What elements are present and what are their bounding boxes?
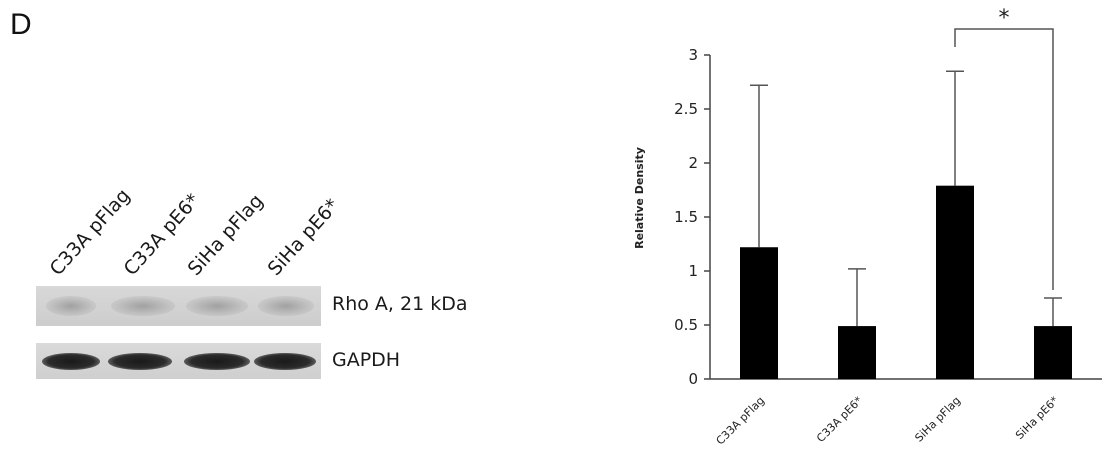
band [258, 296, 314, 316]
band [186, 296, 248, 316]
band [184, 353, 250, 370]
band [46, 296, 96, 316]
blot-label-rho-a: Rho A, 21 kDa [332, 293, 468, 315]
band [111, 296, 175, 316]
y-tick-label: 0 [688, 370, 698, 388]
x-tick-label: C33A pFlag [714, 394, 768, 448]
significance-bracket [954, 28, 1054, 290]
bar [936, 185, 974, 379]
panel-label: D [10, 8, 32, 41]
bar [740, 247, 778, 379]
x-tick-label: C33A pE6* [814, 394, 865, 445]
y-tick-label: 2.5 [674, 100, 698, 118]
blot-label-gapdh: GAPDH [332, 349, 401, 371]
y-tick-label: 3 [688, 46, 698, 64]
y-tick-label: 2 [688, 154, 698, 172]
bar [1034, 326, 1072, 379]
x-tick-label: SiHa pFlag [912, 394, 963, 445]
band [108, 353, 172, 370]
bar [838, 326, 876, 379]
blot-rho-a [36, 286, 321, 326]
significance-marker: * [999, 6, 1010, 31]
y-axis-label: Relative Density [633, 147, 646, 249]
band [42, 353, 100, 370]
blot-gapdh [36, 343, 321, 379]
x-tick-label: SiHa pE6* [1013, 394, 1061, 442]
y-tick-label: 1.5 [674, 208, 698, 226]
y-tick-label: 1 [688, 262, 698, 280]
band [254, 353, 316, 370]
y-tick-label: 0.5 [674, 316, 698, 334]
